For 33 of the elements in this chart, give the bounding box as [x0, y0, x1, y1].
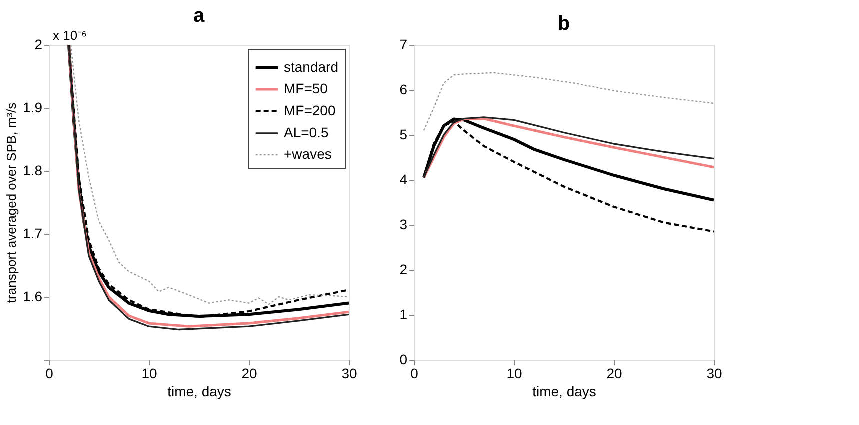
- x-axis-title: time, days: [532, 384, 596, 400]
- legend-label: MF=50: [284, 80, 328, 96]
- y-tick-label: 5: [400, 126, 408, 142]
- legend-label: standard: [284, 59, 338, 75]
- y-tick-label: 1: [400, 306, 408, 322]
- chart-title: a: [193, 5, 206, 27]
- line-series: [423, 72, 714, 132]
- y-axis-title: transport averaged over SPB, m³/s: [4, 102, 20, 304]
- x-axis-title: time, days: [168, 384, 232, 400]
- x-tick-label: 10: [506, 366, 522, 382]
- y-tick-label: 1.7: [23, 226, 43, 242]
- y-tick-label: 3: [400, 216, 408, 232]
- y-tick-label: 2: [34, 36, 43, 52]
- x-tick-label: 20: [242, 366, 258, 382]
- x-tick-label: 0: [410, 366, 419, 382]
- text: x 10⁻⁶: [53, 28, 87, 43]
- y-tick-label: 1.8: [23, 162, 43, 178]
- x-tick-label: 10: [142, 366, 158, 382]
- y-tick-label: 2: [400, 262, 408, 278]
- x-tick-label: 30: [706, 366, 722, 382]
- y-tick-label: 1.9: [23, 100, 43, 116]
- y-tick-label: 7: [400, 36, 408, 52]
- y-tick-label: 4: [400, 172, 408, 188]
- y-tick-label: 1.6: [23, 288, 43, 304]
- chart-title: b: [558, 13, 570, 35]
- y-tick-label: 0: [400, 352, 408, 368]
- legend-label: AL=0.5: [284, 124, 329, 140]
- legend-label: MF=200: [284, 102, 336, 118]
- x-tick-label: 30: [342, 366, 358, 382]
- legend-label: +waves: [284, 146, 332, 162]
- y-tick-label: 6: [400, 82, 408, 98]
- x-tick-label: 0: [46, 366, 54, 382]
- x-tick-label: 20: [606, 366, 622, 382]
